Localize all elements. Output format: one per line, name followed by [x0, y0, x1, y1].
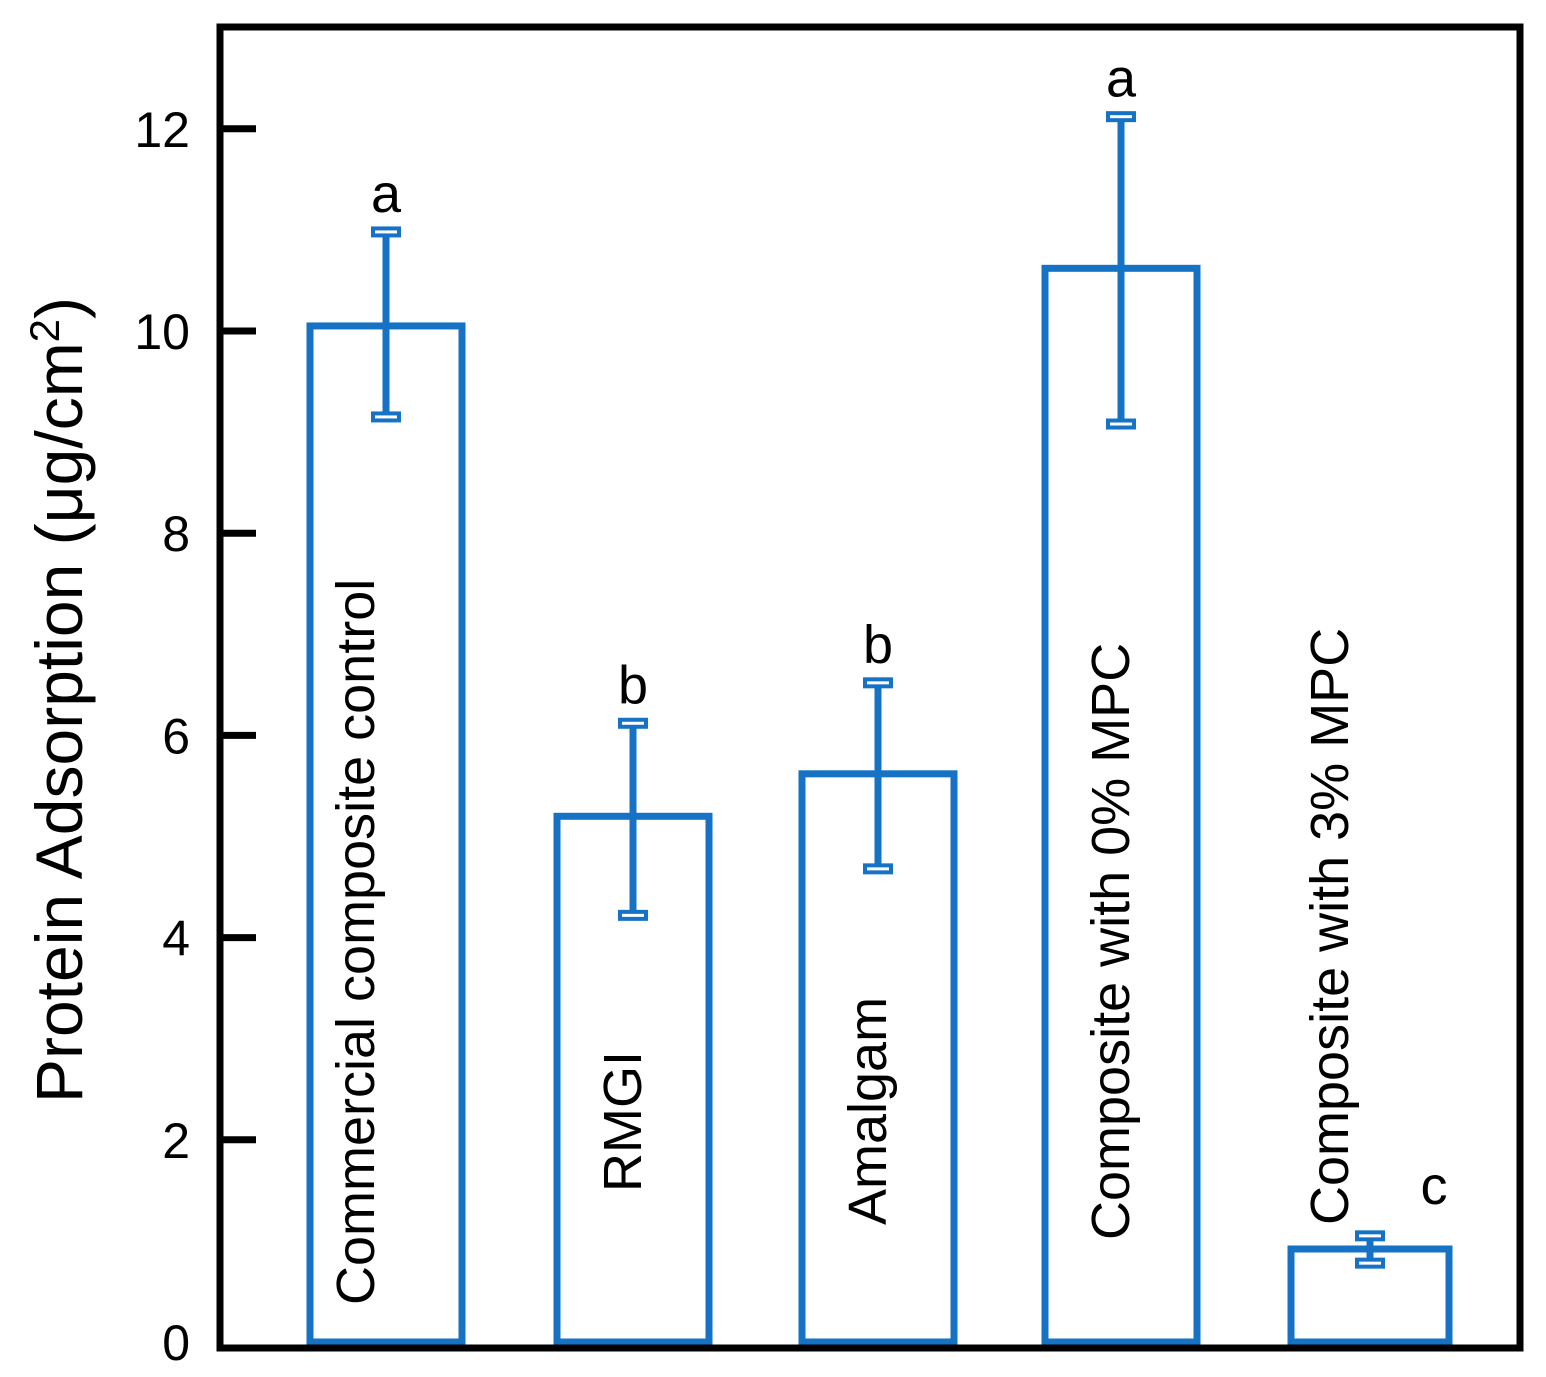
plot-frame	[216, 23, 1524, 1352]
bars-group: a Commercial composite control b RMGI b Amalg…	[306, 49, 1453, 1346]
y-tick-label: 0	[162, 1315, 190, 1371]
error-bar-cap-bottom	[1355, 1257, 1385, 1269]
bar-category-label: Composite with 3% MPC	[1300, 628, 1360, 1225]
y-axis-title: Protein Adsorption (μg/cm2)	[21, 297, 97, 1103]
significance-label: b	[863, 615, 893, 675]
bar-category-label: Commercial composite control	[326, 579, 386, 1305]
y-tick-label: 6	[162, 708, 190, 764]
bar-category-label: Amalgam	[838, 997, 898, 1225]
error-bar-cap-top	[371, 226, 401, 238]
y-axis-title-close: )	[22, 297, 96, 319]
svg-text:Protein Adsorption (μg/cm2): Protein Adsorption (μg/cm2)	[21, 297, 97, 1103]
error-bar-cap-bottom	[371, 411, 401, 423]
error-bar-cap-bottom	[618, 909, 648, 921]
significance-label: b	[618, 655, 648, 715]
error-bar-cap-top	[618, 717, 648, 729]
error-bar-cap-bottom	[1106, 418, 1136, 430]
error-bar-cap-bottom	[863, 863, 893, 875]
y-tick-label: 4	[162, 911, 190, 967]
y-tick-label: 10	[134, 304, 190, 360]
y-axis-title-text: Protein Adsorption (μg/cm	[22, 342, 96, 1103]
error-bar-cap-top	[863, 677, 893, 689]
bar-category-label: Composite with 0% MPC	[1081, 643, 1141, 1240]
y-tick-label: 8	[162, 506, 190, 562]
error-bar-cap-top	[1355, 1230, 1385, 1242]
y-tick-label: 2	[162, 1113, 190, 1169]
y-axis-ticks: 0 2 4 6 8 10 12	[134, 102, 256, 1371]
y-tick-label: 12	[134, 102, 190, 158]
y-axis-title-superscript: 2	[21, 319, 68, 342]
significance-label: c	[1421, 1156, 1448, 1216]
error-bar-cap-top	[1106, 111, 1136, 123]
bar-category-label: RMGI	[593, 1051, 653, 1192]
significance-label: a	[1106, 49, 1137, 109]
significance-label: a	[371, 164, 402, 224]
